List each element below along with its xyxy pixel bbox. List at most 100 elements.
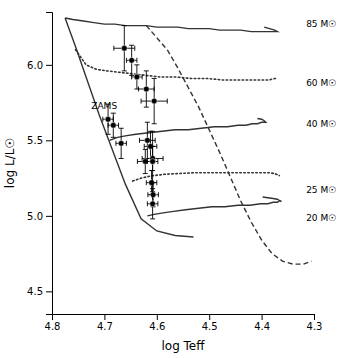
x-error-cap — [157, 159, 158, 164]
star — [108, 113, 118, 137]
y-tick: 4.5 — [27, 286, 52, 297]
star-point — [121, 45, 127, 51]
annotation: 85 M☉ — [306, 19, 336, 29]
star-point — [150, 159, 156, 165]
star-point — [143, 86, 149, 92]
x-error-cap — [155, 138, 156, 143]
x-error-cap — [108, 123, 109, 128]
x-tick: 4.7 — [97, 314, 113, 332]
y-tick-label: 6.0 — [27, 60, 43, 71]
y-tick-label: 4.5 — [27, 286, 43, 297]
y-error-cap — [122, 25, 127, 26]
star — [144, 131, 157, 161]
y-error-cap — [119, 128, 124, 129]
y-error-cap — [149, 170, 154, 171]
x-tick-label: 4.7 — [97, 321, 113, 332]
star — [147, 189, 157, 219]
x-error-cap — [139, 138, 140, 143]
x-tick-mark — [104, 314, 105, 320]
x-error-cap — [137, 159, 138, 164]
x-tick-mark — [262, 314, 263, 320]
y-error-cap — [152, 78, 157, 79]
x-error-cap — [115, 141, 116, 146]
x-axis: 4.8 4.7 4.6 4.5 4.4 4.3 — [45, 314, 323, 332]
y-error-cap — [111, 137, 116, 138]
star — [147, 131, 157, 191]
x-tick-mark — [209, 314, 210, 320]
y-error-cap — [144, 70, 149, 71]
x-tick-mark — [157, 314, 158, 320]
track-line — [133, 173, 280, 181]
star-point — [144, 137, 150, 143]
y-tick-mark — [46, 291, 52, 292]
x-tick: 4.3 — [307, 314, 323, 332]
track-line — [110, 118, 266, 140]
x-error-cap — [157, 201, 158, 206]
star — [132, 65, 142, 89]
x-error-cap — [126, 58, 127, 63]
star-points — [103, 26, 167, 219]
x-error-cap — [147, 201, 148, 206]
y-error-cap — [111, 113, 116, 114]
x-tick-label: 4.5 — [202, 321, 218, 332]
star-point — [105, 116, 111, 122]
x-error-cap — [136, 58, 137, 63]
x-error-cap — [142, 74, 143, 79]
x-axis-title: log Teff — [161, 339, 205, 353]
star-point — [150, 192, 156, 198]
y-error-cap — [150, 218, 155, 219]
star-point — [118, 140, 124, 146]
x-tick-label: 4.4 — [254, 321, 270, 332]
annotation: 25 M☉ — [306, 185, 336, 195]
annotation: 40 M☉ — [306, 119, 336, 129]
x-error-cap — [147, 159, 148, 164]
y-error-cap — [129, 45, 134, 46]
y-error-cap — [145, 122, 150, 123]
x-error-cap — [118, 123, 119, 128]
track-line — [146, 26, 311, 265]
x-error-cap — [113, 46, 114, 51]
y-axis-title: log L/L☉ — [3, 138, 17, 188]
plot-area — [65, 18, 311, 264]
star-point — [129, 57, 135, 63]
star-point — [142, 159, 148, 165]
x-error-cap — [141, 99, 142, 104]
y-error-cap — [152, 123, 157, 124]
y-axis-line — [46, 13, 53, 315]
annotations: ZAMS85 M☉60 M☉40 M☉25 M☉20 M☉ — [91, 19, 336, 223]
star-point — [110, 122, 116, 128]
y-tick-mark — [46, 216, 52, 217]
y-error-cap — [122, 70, 127, 71]
x-axis-line — [53, 315, 315, 321]
y-tick: 5.5 — [27, 135, 52, 146]
x-tick-label: 4.6 — [149, 321, 165, 332]
track-line — [65, 18, 277, 32]
star-point — [150, 201, 156, 207]
annotation: 20 M☉ — [306, 213, 336, 223]
y-tick-mark — [46, 65, 52, 66]
y-tick: 6.0 — [27, 60, 52, 71]
x-error-cap — [167, 99, 168, 104]
x-error-cap — [156, 144, 157, 149]
y-error-cap — [150, 131, 155, 132]
track-line — [65, 18, 193, 237]
x-error-cap — [138, 87, 139, 92]
y-axis: 4.5 5.0 5.5 6.0 — [27, 13, 52, 315]
x-error-cap — [147, 192, 148, 197]
x-tick-mark — [314, 314, 315, 320]
y-error-cap — [150, 188, 155, 189]
y-tick-mark — [46, 140, 52, 141]
x-error-cap — [163, 156, 164, 161]
x-error-cap — [158, 192, 159, 197]
y-error-cap — [151, 182, 156, 183]
x-error-cap — [131, 74, 132, 79]
x-tick: 4.5 — [202, 314, 218, 332]
x-tick: 4.8 — [45, 314, 61, 332]
star — [141, 78, 167, 123]
y-error-cap — [134, 64, 139, 65]
x-error-cap — [126, 141, 127, 146]
y-tick-label: 5.0 — [27, 211, 43, 222]
y-error-cap — [106, 134, 111, 135]
star — [146, 171, 156, 195]
y-error-cap — [143, 149, 148, 150]
